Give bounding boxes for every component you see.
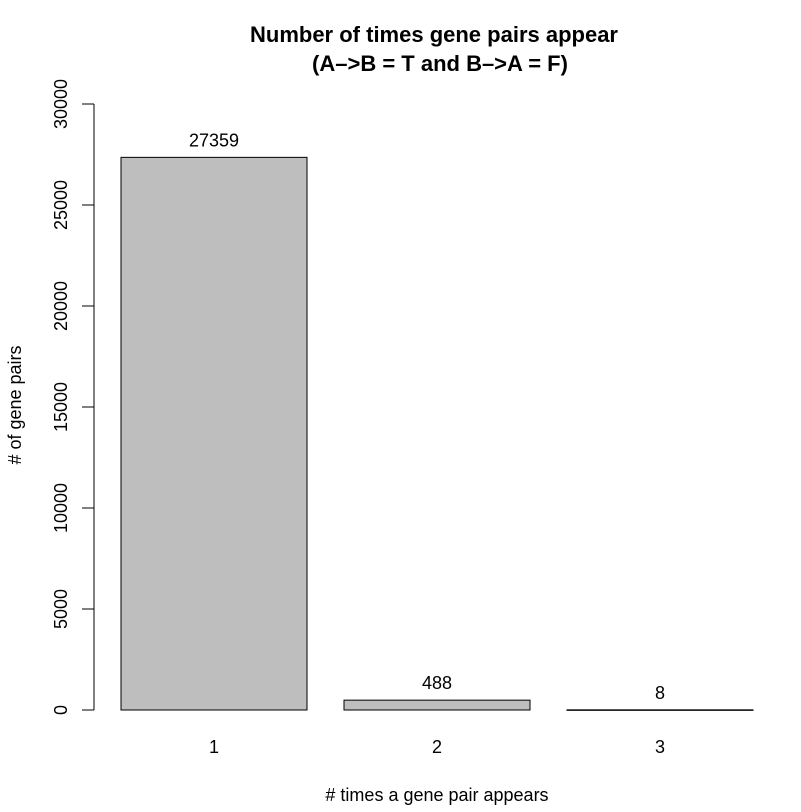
x-tick-label-3: 3 xyxy=(655,737,665,757)
chart-title: Number of times gene pairs appear xyxy=(250,22,618,47)
y-tick-label-0: 0 xyxy=(51,705,71,715)
y-axis-label: # of gene pairs xyxy=(5,345,25,464)
data-label-1: 27359 xyxy=(189,130,239,150)
y-tick-label-15000: 15000 xyxy=(51,382,71,432)
y-tick-label-30000: 30000 xyxy=(51,79,71,129)
bars-layer xyxy=(120,156,754,711)
y-tick-label-10000: 10000 xyxy=(51,483,71,533)
chart-subtitle: (A–>B = T and B–>A = F) xyxy=(312,51,568,76)
y-tick-label-20000: 20000 xyxy=(51,281,71,331)
bar-3 xyxy=(566,709,754,711)
y-tick-label-5000: 5000 xyxy=(51,589,71,629)
y-tick-label-25000: 25000 xyxy=(51,180,71,230)
y-axis: 0 5000 10000 15000 20000 25000 30000 xyxy=(51,79,95,715)
bar-2 xyxy=(343,699,531,711)
data-label-2: 488 xyxy=(422,673,452,693)
x-tick-labels: 1 2 3 xyxy=(209,737,665,757)
data-labels-layer: 27359 488 8 xyxy=(189,130,665,702)
x-tick-label-2: 2 xyxy=(432,737,442,757)
data-label-3: 8 xyxy=(655,683,665,703)
bar-1 xyxy=(120,156,308,711)
x-axis-label: # times a gene pair appears xyxy=(325,785,548,805)
x-tick-label-1: 1 xyxy=(209,737,219,757)
